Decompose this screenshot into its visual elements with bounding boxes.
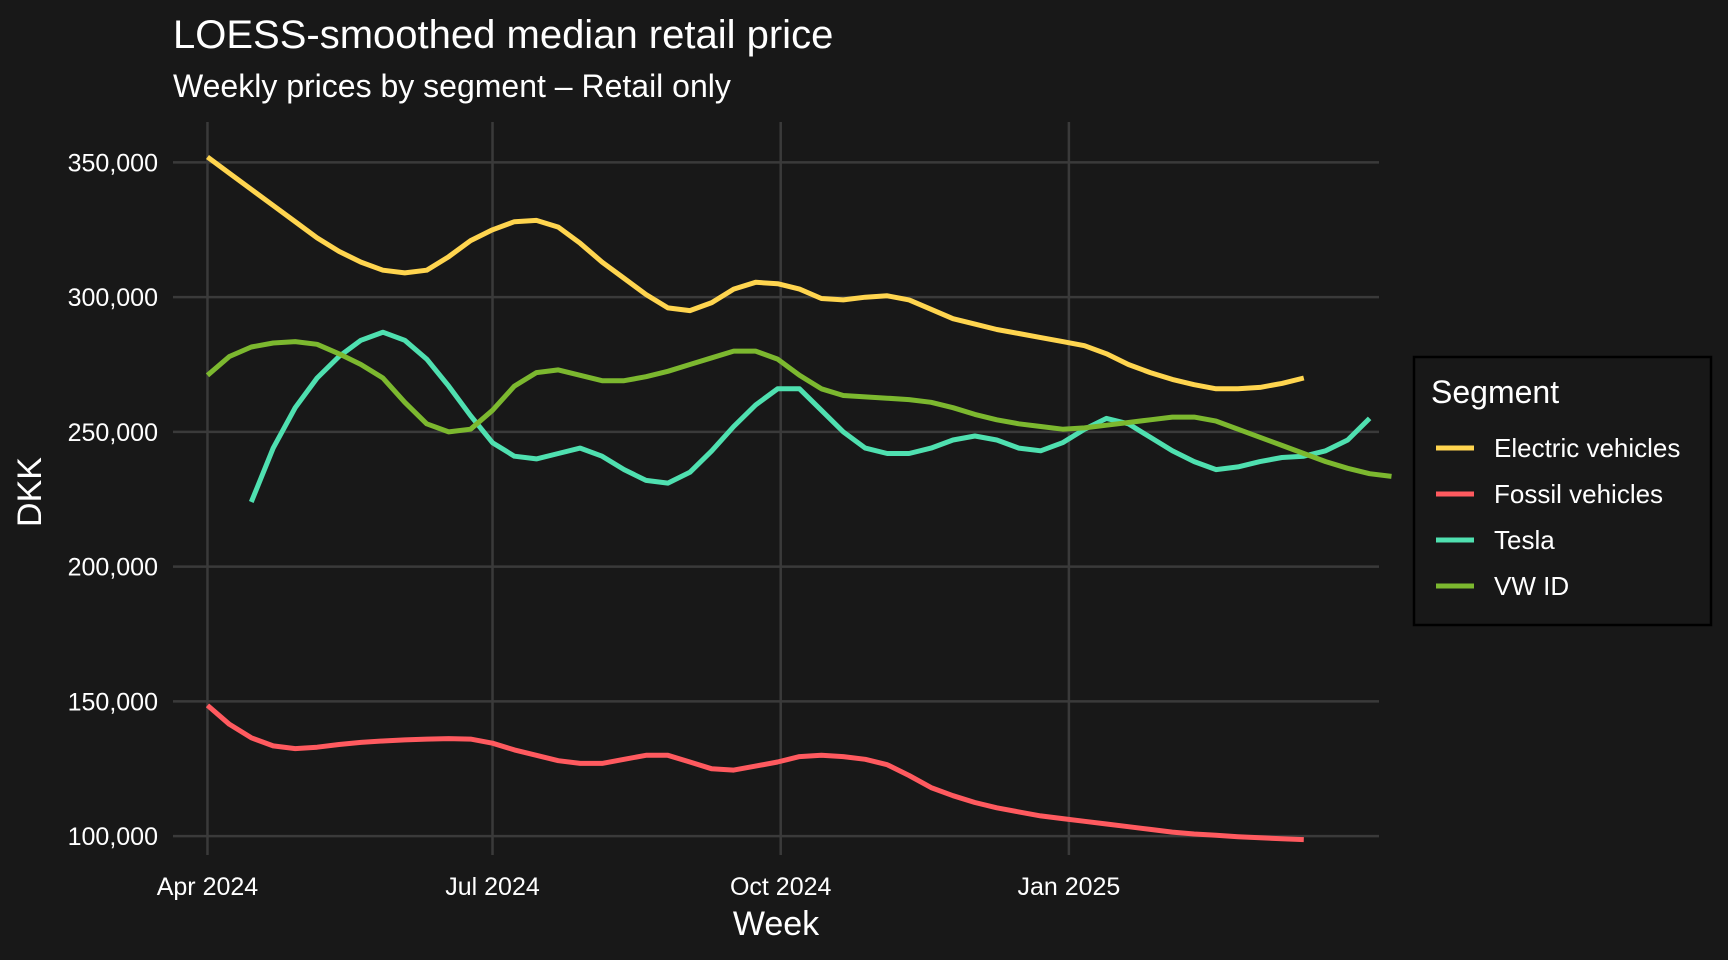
chart-subtitle: Weekly prices by segment – Retail only [173,68,731,104]
series-line-fossil-vehicles [205,703,1304,843]
series-lines [205,154,1392,843]
y-tick-label: 150,000 [68,688,158,716]
y-axis-tick-labels: 100,000 150,000 200,000 250,000 300,000 350,0… [68,149,158,851]
x-axis-tick-labels: Apr 2024 Jul 2024 Oct 2024 Jan 2025 [157,873,1121,901]
legend-label-vw-id: VW ID [1494,571,1569,601]
y-tick-label: 200,000 [68,554,158,582]
legend-label-fossil-vehicles: Fossil vehicles [1494,479,1663,509]
legend-items: Electric vehicles Fossil vehicles Tesla VW … [1436,433,1680,601]
chart-title: LOESS-smoothed median retail price [173,13,833,57]
x-tick-label: Apr 2024 [157,873,259,901]
y-tick-label: 100,000 [68,823,158,851]
grid [173,122,1379,855]
series-line-vw-id [205,339,1392,479]
y-axis-title: DKK [11,457,49,527]
legend-label-electric-vehicles: Electric vehicles [1494,433,1680,463]
y-tick-label: 250,000 [68,419,158,447]
x-tick-label: Oct 2024 [730,873,832,901]
x-tick-label: Jan 2025 [1017,873,1120,901]
y-tick-label: 350,000 [68,149,158,177]
series-line-electric-vehicles [206,154,1305,392]
legend-label-tesla: Tesla [1494,525,1555,555]
legend: Segment Electric vehicles Fossil vehicles… [1412,355,1713,627]
x-tick-label: Jul 2024 [445,873,540,901]
legend-box [1412,355,1713,627]
series-line-tesla [248,329,1372,503]
legend-title: Segment [1431,374,1559,410]
y-tick-label: 300,000 [68,284,158,312]
x-axis-title: Week [733,905,820,943]
